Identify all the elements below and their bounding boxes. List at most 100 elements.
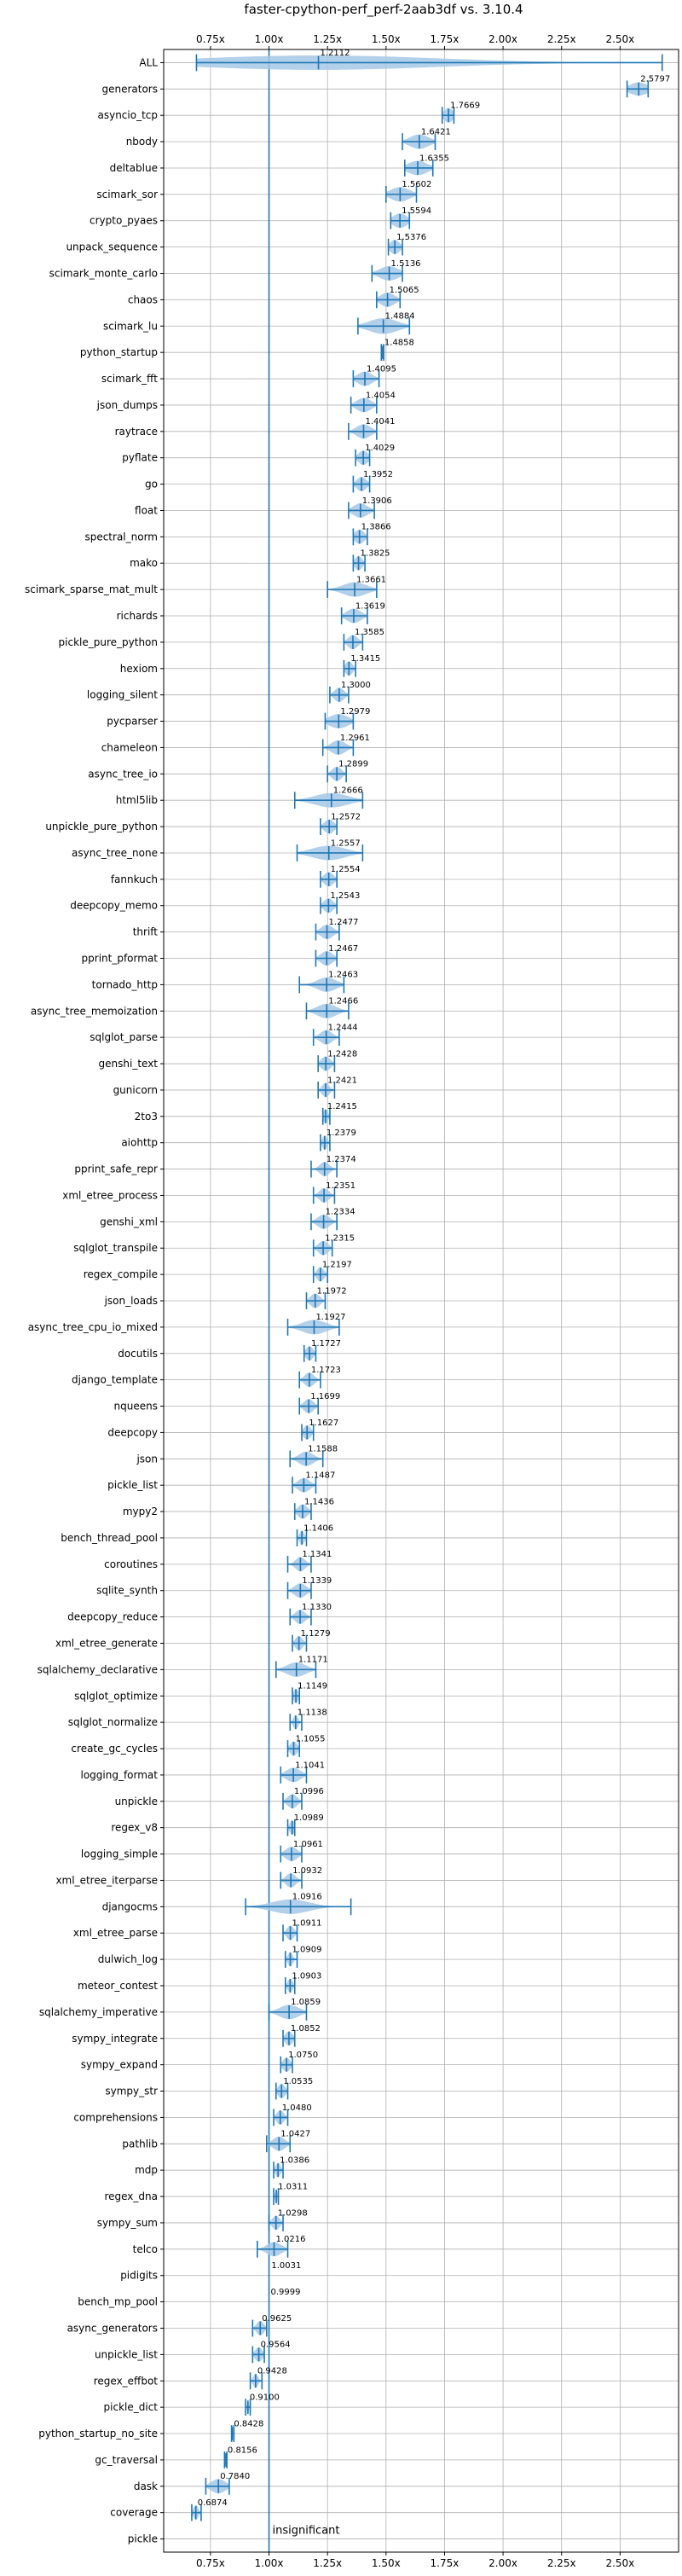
value-label: 1.2334: [326, 1208, 355, 1217]
y-tick-label: pidigits: [120, 2270, 158, 2282]
y-tick-label: sympy_sum: [97, 2217, 158, 2229]
value-label: 1.5594: [402, 206, 431, 216]
x-tick-label-bottom: 1.00x: [255, 2557, 284, 2569]
y-tick-label: pathlib: [122, 2138, 158, 2150]
value-label: 1.0911: [292, 1919, 322, 1929]
x-tick-label-bottom: 0.75x: [196, 2557, 225, 2569]
y-tick-label: scimark_sor: [96, 189, 158, 200]
value-label: 1.6355: [419, 154, 449, 163]
value-label: 1.2428: [327, 1049, 357, 1059]
y-tick-label: djangocms: [102, 1900, 158, 1912]
value-label: 1.0909: [292, 1945, 322, 1954]
value-label: 1.0480: [282, 2103, 312, 2113]
y-tick-label: richards: [117, 610, 158, 622]
y-tick-label: logging_silent: [87, 689, 158, 701]
value-label: 2.5797: [640, 75, 670, 84]
value-label: 0.9625: [262, 2314, 292, 2324]
value-label: 1.3415: [350, 654, 380, 664]
y-tick-label: unpack_sequence: [66, 241, 158, 253]
value-label: 1.1972: [317, 1286, 347, 1296]
y-tick-label: genshi_xml: [100, 1215, 158, 1227]
value-label: 1.4095: [367, 364, 396, 374]
y-tick-label: sqlglot_transpile: [73, 1242, 158, 1254]
y-tick-label: coverage: [110, 2507, 158, 2519]
x-tick-label-bottom: 2.25x: [547, 2557, 576, 2569]
y-tick-label: fannkuch: [111, 873, 158, 885]
value-label: 1.0216: [275, 2235, 305, 2244]
value-label: 0.6874: [198, 2498, 228, 2508]
y-tick-label: 2to3: [135, 1111, 158, 1123]
y-tick-label: aiohttp: [121, 1137, 158, 1149]
y-tick-label: pickle_dict: [104, 2401, 159, 2413]
axis-layer: 0.75x 0.75x 1.00x 1.00x 1.25x 1.25x 1.50x 1.50x…: [25, 33, 634, 2569]
y-tick-label: bench_mp_pool: [78, 2296, 158, 2308]
x-tick-label-top: 2.25x: [547, 33, 576, 45]
x-tick-label-top: 1.75x: [431, 33, 459, 45]
value-label: 1.1588: [308, 1445, 338, 1454]
value-label: 1.4858: [384, 339, 414, 348]
y-tick-label: tornado_http: [92, 978, 158, 990]
y-tick-label: deepcopy_reduce: [67, 1611, 158, 1623]
value-label: 1.2961: [340, 734, 370, 743]
y-tick-label: scimark_lu: [103, 320, 158, 332]
y-tick-label: asyncio_tcp: [97, 109, 158, 121]
chart-title: faster-cpython-perf_perf-2aab3df vs. 3.1…: [244, 2, 523, 18]
labels-layer: 1.2112 2.5797 1.7669 1.6421 1.6355 1.5602 1.55…: [198, 49, 671, 2508]
y-tick-label: mako: [130, 557, 158, 569]
y-tick-label: unpickle_list: [95, 2348, 158, 2360]
x-tick-label-bottom: 2.00x: [488, 2557, 517, 2569]
y-tick-label: pickle_pure_python: [59, 636, 158, 648]
y-tick-label: sqlalchemy_declarative: [38, 1663, 158, 1675]
y-tick-label: unpickle_pure_python: [45, 821, 158, 833]
value-label: 1.3866: [361, 523, 391, 532]
value-label: 1.1436: [304, 1497, 334, 1506]
y-tick-label: mypy2: [123, 1506, 158, 1517]
value-label: 0.7840: [220, 2472, 250, 2481]
value-label: 1.7669: [450, 102, 480, 111]
value-label: 1.3661: [356, 575, 386, 584]
y-tick-label: deltablue: [110, 162, 158, 174]
y-tick-label: pycparser: [107, 716, 158, 728]
y-tick-label: regex_v8: [111, 1822, 158, 1834]
y-tick-label: async_generators: [67, 2322, 158, 2334]
y-tick-label: deepcopy: [107, 1426, 158, 1438]
y-tick-label: ALL: [139, 56, 158, 68]
y-tick-label: telco: [133, 2243, 158, 2255]
y-tick-label: xml_etree_iterparse: [55, 1874, 158, 1886]
y-tick-label: json: [136, 1453, 158, 1465]
y-tick-label: regex_compile: [84, 1268, 158, 1280]
y-tick-label: chaos: [128, 293, 158, 305]
y-tick-label: dask: [134, 2480, 158, 2492]
value-label: 1.3952: [363, 470, 393, 479]
value-label: 1.4029: [365, 444, 395, 453]
value-label: 1.1487: [305, 1471, 335, 1481]
value-label: 1.2477: [329, 918, 359, 927]
value-label: 1.2315: [325, 1234, 355, 1244]
value-label: 1.2463: [328, 971, 358, 980]
y-tick-label: crypto_pyaes: [90, 215, 158, 227]
value-label: 1.0535: [283, 2077, 313, 2086]
value-label: 1.2557: [331, 838, 361, 848]
marks-layer: [191, 49, 663, 2552]
value-label: 1.1149: [298, 1682, 327, 1691]
y-tick-label: docutils: [118, 1348, 158, 1360]
value-label: 1.2421: [327, 1076, 357, 1085]
value-label: 1.0916: [292, 1893, 322, 1902]
value-label: 1.1041: [295, 1761, 325, 1770]
value-label: 1.0298: [278, 2208, 308, 2218]
y-tick-label: pprint_safe_repr: [74, 1163, 158, 1175]
y-tick-label: pickle: [128, 2533, 158, 2545]
y-tick-label: sympy_integrate: [72, 2033, 158, 2045]
value-label: 1.1138: [298, 1708, 327, 1717]
y-tick-label: sqlglot_normalize: [68, 1716, 158, 1728]
y-tick-label: xml_etree_parse: [73, 1927, 158, 1939]
y-tick-label: hexiom: [120, 663, 158, 675]
y-tick-label: json_loads: [104, 1295, 158, 1307]
value-label: 1.5602: [402, 180, 431, 189]
value-label: 1.1339: [302, 1576, 332, 1586]
y-tick-label: gunicorn: [113, 1084, 158, 1096]
value-label: 1.2444: [328, 1024, 358, 1033]
y-tick-label: logging_simple: [81, 1848, 158, 1860]
y-tick-label: genshi_text: [99, 1058, 159, 1070]
